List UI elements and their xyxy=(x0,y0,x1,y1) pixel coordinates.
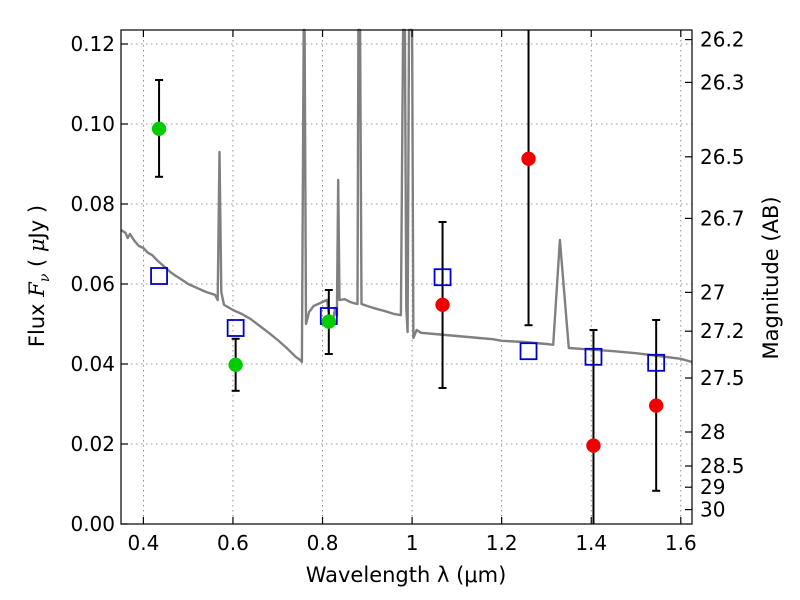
mag-tick-label: 27.5 xyxy=(700,366,745,390)
mag-tick-label: 28 xyxy=(700,420,725,444)
y-tick-label: 0.04 xyxy=(70,352,115,376)
x-tick-label: 0.6 xyxy=(217,531,249,555)
y-tick-label: 0.00 xyxy=(70,512,115,536)
green-circle-point xyxy=(151,121,167,137)
red-circle-point xyxy=(521,151,536,167)
green-circle-point xyxy=(228,357,243,373)
blue-square-point xyxy=(584,347,603,366)
green-circle-point xyxy=(321,314,337,329)
x-tick-label: 1.4 xyxy=(575,531,607,555)
plot-frame xyxy=(120,29,693,525)
data-markers xyxy=(150,121,666,453)
x-tick-label: 0.4 xyxy=(127,531,159,555)
mag-tick-label: 26.5 xyxy=(700,145,745,169)
blue-square-point xyxy=(647,353,666,372)
x-tick-label: 0.8 xyxy=(307,531,339,555)
y-axis-label-right: Magnitude (AB) xyxy=(759,196,783,359)
mag-tick-label: 28.5 xyxy=(700,454,745,478)
mag-tick-label: 27.2 xyxy=(700,319,745,343)
y-tick-label: 0.06 xyxy=(70,272,115,296)
x-axis-label: Wavelength λ (μm) xyxy=(306,563,507,587)
mag-tick-label: 29 xyxy=(700,475,725,499)
red-circle-point xyxy=(435,297,450,313)
mag-tick-label: 26.3 xyxy=(700,70,745,94)
y-tick-label: 0.02 xyxy=(70,432,115,456)
blue-square-point xyxy=(150,267,168,285)
mag-tick-label: 27 xyxy=(700,280,725,304)
axis-ticks: 0.4 0.6 0.8 1 1.2 1.4 1.6 0.00 0.02 0.04 0.06 0.08 0… xyxy=(70,28,744,555)
spectrum-line xyxy=(120,28,693,364)
x-tick-label: 1 xyxy=(406,531,419,555)
y-axis-label-left: Flux Fν ( μJy ) xyxy=(25,205,53,347)
y-tick-label: 0.10 xyxy=(70,112,115,136)
blue-square-point xyxy=(226,319,245,337)
blue-square-point xyxy=(519,342,538,361)
red-circle-point xyxy=(586,438,601,453)
x-tick-label: 1.2 xyxy=(486,531,518,555)
mag-tick-label: 30 xyxy=(700,498,725,522)
mag-tick-label: 26.2 xyxy=(700,28,745,52)
red-circle-point xyxy=(648,398,664,413)
x-tick-label: 1.6 xyxy=(665,531,697,555)
model-spectrum xyxy=(120,28,693,364)
blue-square-point xyxy=(433,268,452,287)
y-tick-label: 0.12 xyxy=(70,32,115,56)
y-tick-label: 0.08 xyxy=(70,192,115,216)
mag-tick-label: 26.7 xyxy=(700,206,745,230)
